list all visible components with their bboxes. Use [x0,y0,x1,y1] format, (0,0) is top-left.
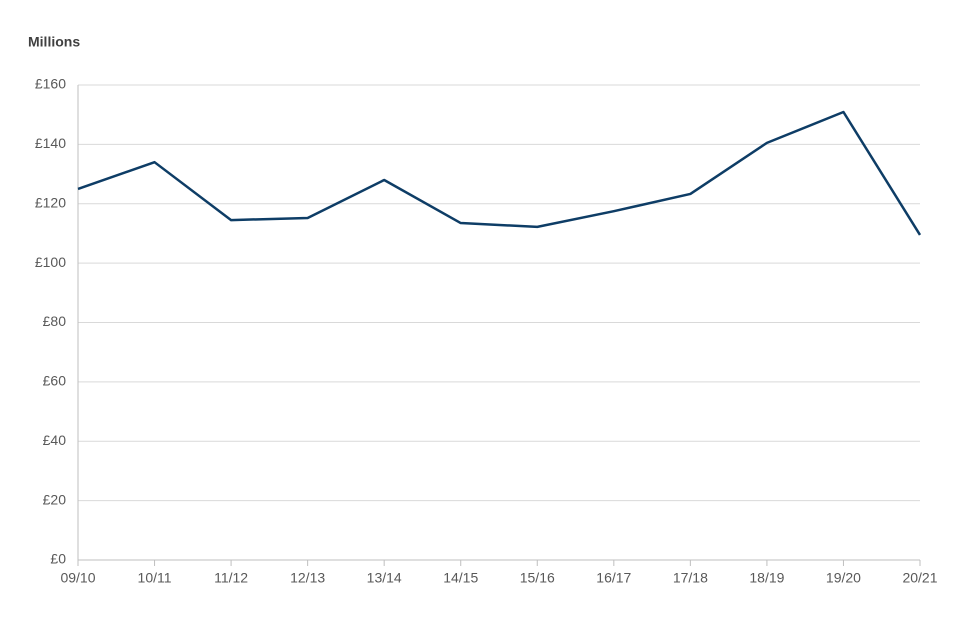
x-tick-label: 10/11 [138,570,172,586]
data-line [77,110,922,236]
y-tick-label: £120 [35,194,66,210]
y-tick-label: £0 [50,551,66,567]
x-tick-label: 20/21 [902,570,937,586]
y-axis-title: Millions [28,34,80,50]
y-tick-label: £100 [35,254,66,270]
x-tick-label: 13/14 [367,570,402,586]
y-tick-label: £20 [43,491,67,507]
x-tick-label: 14/15 [443,570,478,586]
x-tick-label: 18/19 [749,570,784,586]
y-tick-label: £80 [43,313,67,329]
y-tick-label: £40 [43,432,67,448]
x-tick-label: 19/20 [826,570,861,586]
y-tick-label: £140 [35,135,66,151]
x-tick-label: 09/10 [60,570,95,586]
y-tick-label: £60 [43,373,67,389]
x-tick-label: 16/17 [596,570,631,586]
x-tick-label: 15/16 [520,570,555,586]
x-tick-label: 12/13 [290,570,325,586]
x-tick-label: 11/12 [214,570,248,586]
y-tick-label: £160 [35,76,66,92]
x-tick-label: 17/18 [673,570,708,586]
